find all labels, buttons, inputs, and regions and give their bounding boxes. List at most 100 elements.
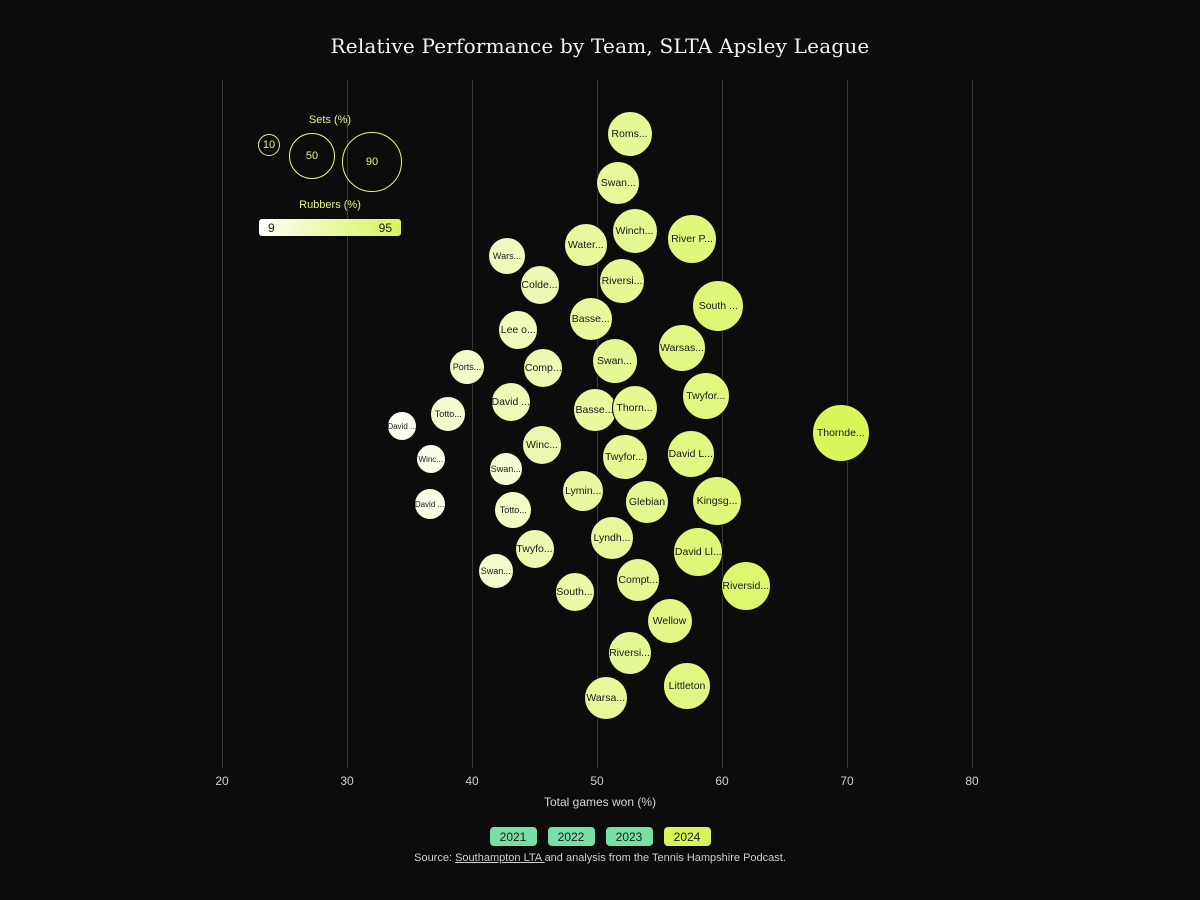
- team-bubble[interactable]: Riversi...: [607, 631, 652, 675]
- team-bubble-label: Basse...: [571, 313, 610, 325]
- team-bubble[interactable]: Swan...: [591, 338, 638, 384]
- x-tick-label: 40: [465, 774, 479, 788]
- size-legend-circle: 90: [342, 132, 402, 192]
- team-bubble[interactable]: Lyndh...: [590, 516, 634, 560]
- team-bubble-label: Littleton: [668, 680, 706, 692]
- team-bubble[interactable]: Colde...: [519, 265, 560, 305]
- team-bubble[interactable]: Thorn...: [611, 385, 658, 431]
- team-bubble-label: Compt...: [618, 574, 659, 586]
- team-bubble-label: Swan...: [600, 177, 636, 189]
- size-legend-circle: 50: [289, 133, 335, 179]
- team-bubble[interactable]: David ...: [387, 411, 417, 441]
- year-button-2023[interactable]: 2023: [605, 827, 653, 846]
- size-legend-title: Sets (%): [308, 114, 352, 126]
- team-bubble[interactable]: Water...: [563, 223, 608, 267]
- team-bubble[interactable]: Swan...: [477, 553, 514, 589]
- team-bubble[interactable]: Thornde...: [811, 404, 870, 462]
- team-bubble-label: Swan...: [596, 355, 633, 367]
- team-bubble[interactable]: Roms...: [606, 111, 653, 157]
- x-tick-label: 60: [715, 774, 729, 788]
- team-bubble-label: David ...: [414, 499, 445, 509]
- team-bubble-label: Totto...: [434, 409, 462, 419]
- team-bubble-label: Basse...: [575, 404, 614, 416]
- team-bubble[interactable]: Totto...: [494, 491, 533, 529]
- year-button-2024[interactable]: 2024: [663, 827, 711, 846]
- team-bubble[interactable]: South...: [554, 572, 595, 612]
- team-bubble-label: Water...: [567, 239, 604, 251]
- team-bubble-label: South ...: [698, 300, 738, 312]
- team-bubble[interactable]: David ...: [490, 382, 531, 422]
- color-scale-max: 95: [378, 220, 392, 235]
- team-bubble[interactable]: Basse...: [568, 297, 613, 341]
- team-bubble-label: Comp...: [524, 362, 562, 374]
- team-bubble-label: Kingsg...: [696, 495, 738, 507]
- team-bubble[interactable]: Riversi...: [599, 258, 645, 304]
- source-prefix: Source:: [414, 852, 456, 864]
- gridline: [472, 80, 473, 768]
- team-bubble[interactable]: Winch...: [611, 208, 658, 254]
- team-bubble[interactable]: Lee o...: [498, 310, 539, 350]
- team-bubble[interactable]: Wellow: [646, 598, 693, 644]
- team-bubble[interactable]: Kingsg...: [692, 476, 742, 526]
- team-bubble[interactable]: Riversid...: [720, 561, 771, 611]
- team-bubble[interactable]: Littleton: [663, 662, 711, 710]
- team-bubble-label: David Ll...: [674, 546, 722, 558]
- year-selector: 2021 2022 2023 2024: [0, 827, 1200, 846]
- team-bubble[interactable]: Warsa...: [583, 676, 628, 720]
- team-bubble[interactable]: Basse...: [572, 388, 617, 432]
- team-bubble-label: Roms...: [611, 128, 648, 140]
- team-bubble[interactable]: Twyfo...: [514, 529, 555, 569]
- team-bubble[interactable]: River P...: [667, 214, 717, 264]
- team-bubble[interactable]: Compt...: [616, 558, 661, 602]
- chart-title: Relative Performance by Team, SLTA Apsle…: [330, 34, 870, 58]
- team-bubble[interactable]: Twyfor...: [681, 372, 730, 420]
- team-bubble[interactable]: Twyfor...: [601, 434, 648, 480]
- team-bubble[interactable]: Totto...: [430, 396, 467, 432]
- team-bubble-label: Riversi...: [601, 275, 643, 287]
- gridline: [347, 80, 348, 768]
- team-bubble[interactable]: Comp...: [523, 348, 564, 388]
- team-bubble-label: David L...: [668, 448, 713, 460]
- team-bubble-label: Warsas...: [660, 342, 704, 354]
- team-bubble-label: South...: [556, 586, 593, 598]
- team-bubble[interactable]: David Ll...: [673, 527, 724, 577]
- x-tick-label: 20: [215, 774, 229, 788]
- x-tick-label: 30: [340, 774, 354, 788]
- team-bubble[interactable]: Warsas...: [658, 324, 706, 372]
- team-bubble[interactable]: Lymin...: [562, 470, 605, 512]
- x-tick-label: 70: [840, 774, 854, 788]
- team-bubble-label: Thorn...: [616, 402, 653, 414]
- team-bubble-label: Riversid...: [722, 580, 770, 592]
- team-bubble-label: River P...: [671, 233, 713, 245]
- year-button-2021[interactable]: 2021: [489, 827, 537, 846]
- team-bubble-label: Riversi...: [609, 647, 650, 659]
- team-bubble-label: Glebian: [628, 496, 666, 508]
- team-bubble[interactable]: David ...: [413, 488, 446, 520]
- color-scale-bar: 9 95: [259, 219, 401, 236]
- team-bubble[interactable]: Winc...: [415, 444, 446, 474]
- team-bubble[interactable]: Winc...: [522, 425, 562, 465]
- team-bubble-label: Swan...: [480, 566, 511, 576]
- team-bubble[interactable]: Swan...: [488, 452, 523, 486]
- team-bubble[interactable]: Glebian: [625, 480, 669, 524]
- year-button-2022[interactable]: 2022: [547, 827, 595, 846]
- size-legend-circle: 10: [258, 134, 280, 156]
- source-suffix: and analysis from the Tennis Hampshire P…: [544, 852, 786, 864]
- team-bubble[interactable]: Ports...: [449, 349, 485, 385]
- gridline: [222, 80, 223, 768]
- team-bubble-label: Warsa...: [586, 692, 626, 704]
- gridline: [722, 80, 723, 768]
- team-bubble-label: Winch...: [615, 225, 654, 237]
- x-tick-label: 50: [590, 774, 604, 788]
- team-bubble[interactable]: David L...: [666, 430, 715, 478]
- team-bubble-label: Twyfor...: [686, 390, 726, 402]
- gridline: [972, 80, 973, 768]
- team-bubble[interactable]: Swan...: [596, 161, 641, 205]
- source-note: Source: Southampton LTA and analysis fro…: [0, 852, 1200, 864]
- team-bubble[interactable]: South ...: [692, 280, 745, 332]
- source-link[interactable]: Southampton LTA: [455, 852, 545, 864]
- team-bubble-label: David ...: [491, 396, 531, 408]
- team-bubble[interactable]: Wars...: [488, 237, 526, 275]
- team-bubble-label: Colde...: [521, 279, 558, 291]
